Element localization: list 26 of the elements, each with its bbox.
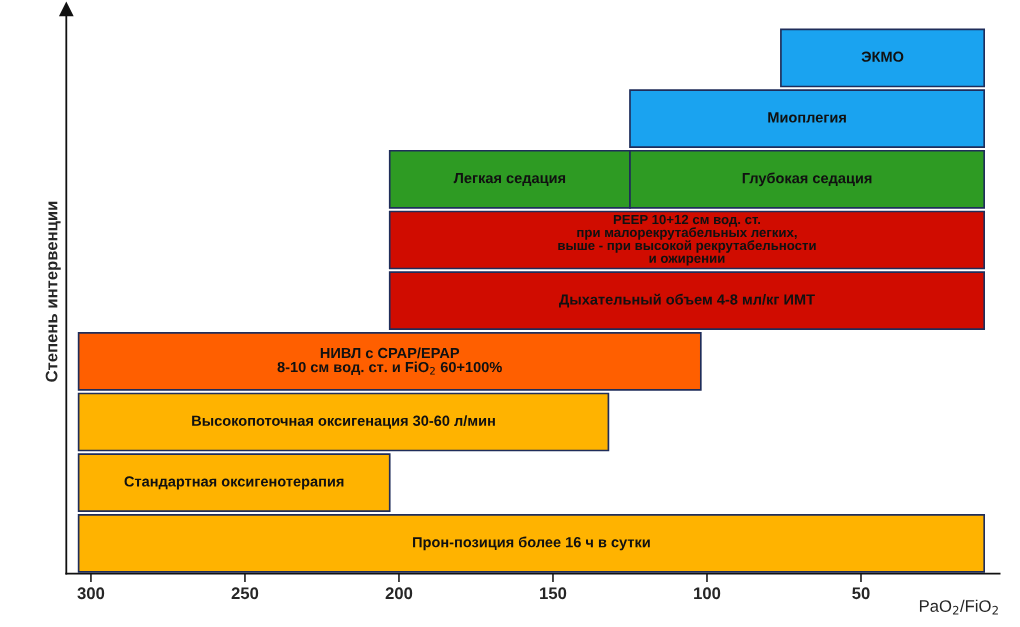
y-axis-title: Степень интервенции — [45, 201, 61, 382]
x-tick-label: 100 — [694, 587, 721, 600]
series-label: Глубокая седация — [742, 172, 872, 187]
bar — [629, 89, 986, 148]
bar — [77, 514, 986, 573]
x-tick-label: 200 — [385, 587, 413, 600]
bar — [388, 271, 986, 331]
x-tick-label: 300 — [77, 587, 105, 600]
y-tick-label: Высокопоточная оксигенация 30-60 л/мин — [192, 415, 495, 429]
y-tick-label: Стандартная оксигенотерапия — [124, 476, 344, 490]
x-tick-label: 250 — [231, 587, 259, 600]
y-tick-label: Прон-позиция более 16 ч в сутки — [413, 536, 650, 551]
x-tick-label: 150 — [540, 587, 567, 600]
y-tick-label: Легкая седация — [453, 173, 566, 186]
y-tick-label: Дыхательный объем 4-8 мл/кг ИМТ — [559, 293, 815, 308]
x-axis-title: PaO$_{2}$/FiO$_{2}$ — [919, 599, 998, 615]
bar — [77, 331, 702, 391]
y-tick-label: PEEP 10+12 см вод. ст. при малорекрутабельных легких, выше - при высокой рекрутабельности и ожирении — [558, 214, 816, 266]
bar — [77, 392, 610, 452]
x-tick-label: 50 — [852, 587, 870, 600]
y-tick-label: ЭКМО — [861, 51, 904, 62]
bar — [77, 453, 391, 513]
y-tick-label: НИВЛ с CPAP/EPAP 8-10 см вод. ст. и FiO$_{2}$ 60+100% — [277, 347, 502, 375]
bar — [780, 28, 986, 88]
y-tick-label: Миоплегия — [768, 112, 846, 123]
bar — [388, 210, 986, 270]
